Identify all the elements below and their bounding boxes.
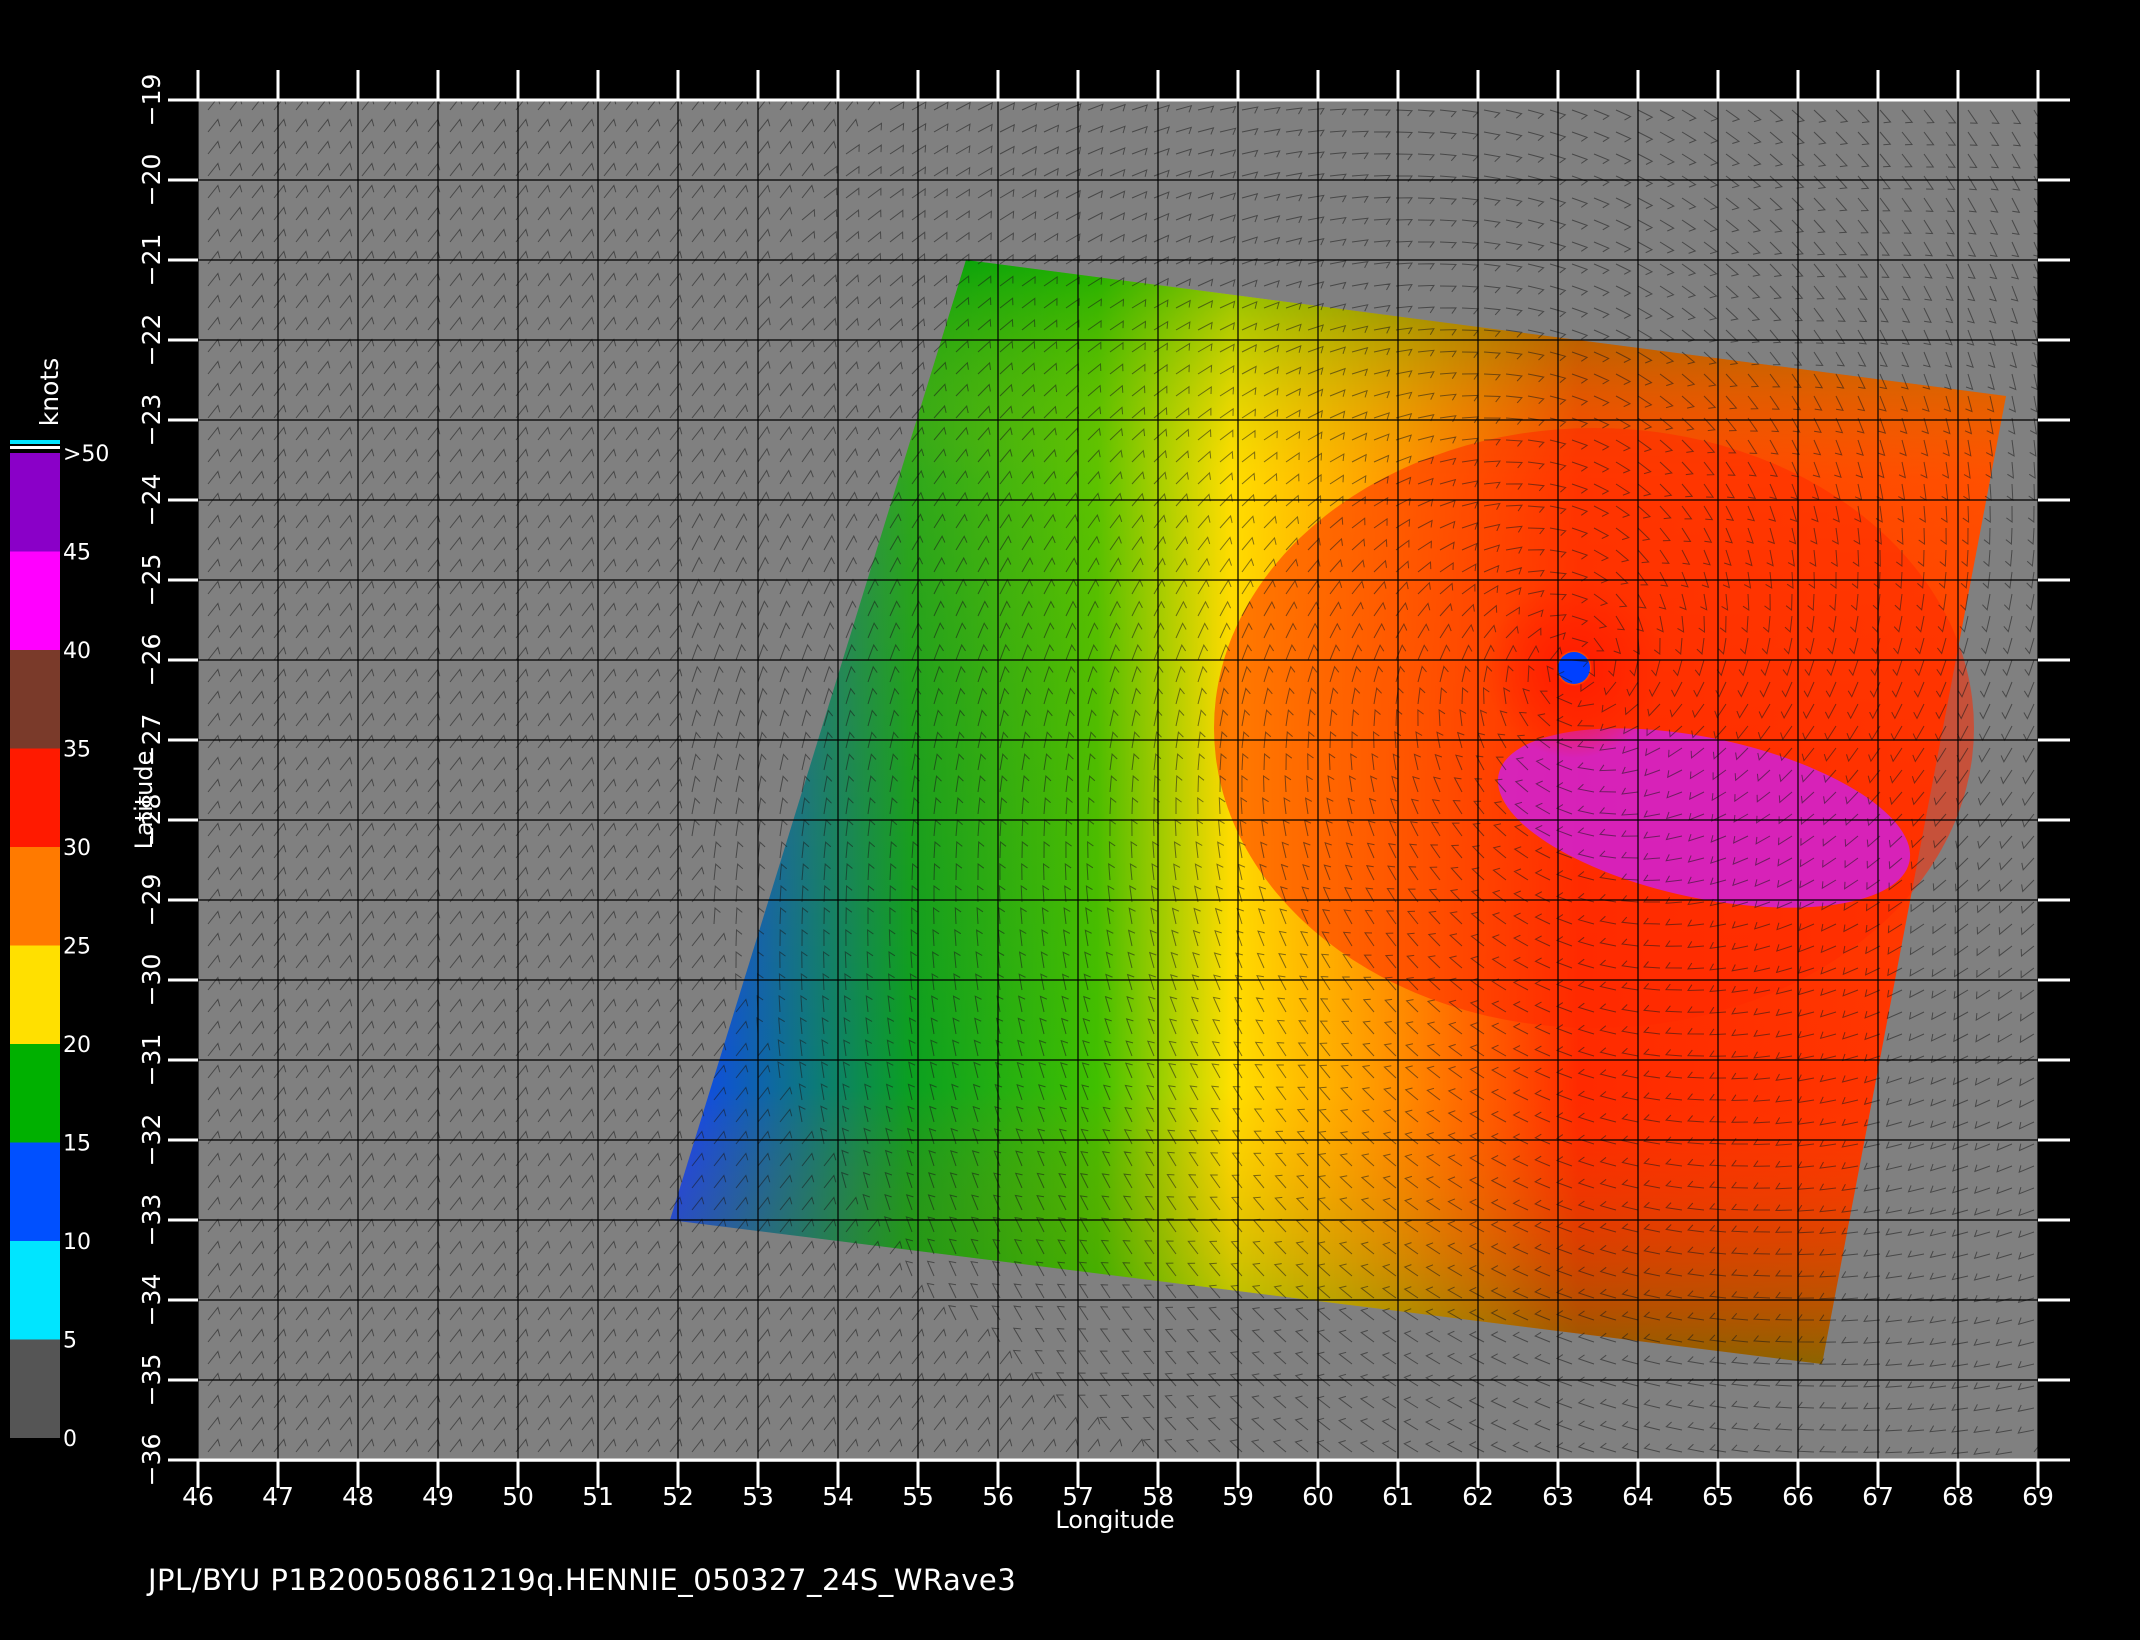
colorbar-band — [10, 650, 60, 749]
lon-tick-label: 62 — [1462, 1482, 1494, 1511]
lat-tick-label: −24 — [137, 474, 166, 527]
lat-tick-label: −36 — [137, 1434, 166, 1487]
lat-tick-label: −23 — [137, 394, 166, 447]
lat-tick-label: −35 — [137, 1354, 166, 1407]
lat-tick-label: −19 — [137, 74, 166, 127]
y-axis-label: Latitude — [130, 751, 158, 850]
colorbar-label: 40 — [63, 639, 91, 664]
colorbar-label: 5 — [63, 1329, 77, 1354]
colorbar-label: 15 — [63, 1132, 91, 1157]
colorbar-label: 10 — [63, 1230, 91, 1255]
colorbar-label: 35 — [63, 738, 91, 763]
lat-tick-label: −32 — [137, 1114, 166, 1167]
lat-tick-label: −33 — [137, 1194, 166, 1247]
lat-tick-label: −22 — [137, 314, 166, 367]
colorbar-band — [10, 1339, 60, 1438]
colorbar-band — [10, 748, 60, 847]
latitude-tick-labels: −19 −20 −21 −22 −23 −24 −25 −26 −27 −28 −29 −30 −31 −… — [137, 74, 166, 1487]
wind-speed-colorbar: >50 45 40 35 30 25 20 15 10 5 0 — [10, 440, 109, 1452]
lon-tick-label: 52 — [662, 1482, 694, 1511]
colorbar-cap — [10, 446, 60, 449]
lon-tick-label: 48 — [342, 1482, 374, 1511]
lat-tick-label: −31 — [137, 1034, 166, 1087]
lon-tick-label: 59 — [1222, 1482, 1254, 1511]
colorbar-label: 20 — [63, 1033, 91, 1058]
lon-tick-label: 54 — [822, 1482, 854, 1511]
lon-tick-label: 47 — [262, 1482, 294, 1511]
colorbar-label: >50 — [63, 442, 109, 467]
wind-barbs — [207, 100, 2038, 1456]
lon-tick-label: 66 — [1782, 1482, 1814, 1511]
source-caption: JPL/BYU P1B20050861219q.HENNIE_050327_24… — [148, 1563, 1017, 1597]
lat-tick-label: −27 — [137, 714, 166, 767]
wind-barb-field — [207, 100, 2038, 1456]
lat-tick-label: −21 — [137, 234, 166, 287]
lat-tick-label: −28 — [137, 794, 166, 847]
lon-tick-label: 46 — [182, 1482, 214, 1511]
lon-tick-label: 49 — [422, 1482, 454, 1511]
colorbar-band — [10, 945, 60, 1044]
lon-tick-label: 51 — [582, 1482, 614, 1511]
lon-tick-label: 53 — [742, 1482, 774, 1511]
lat-tick-label: −34 — [137, 1274, 166, 1327]
lat-tick-label: −20 — [137, 154, 166, 207]
lat-tick-label: −25 — [137, 554, 166, 607]
colorbar-band — [10, 551, 60, 650]
lat-tick-label: −30 — [137, 954, 166, 1007]
colorbar-cap — [10, 440, 60, 444]
lon-tick-label: 50 — [502, 1482, 534, 1511]
lon-tick-label: 65 — [1702, 1482, 1734, 1511]
colorbar-label: 30 — [63, 836, 91, 861]
lon-tick-label: 56 — [982, 1482, 1014, 1511]
colorbar-label: 25 — [63, 935, 91, 960]
colorbar-band — [10, 847, 60, 946]
scatterometer-swath — [670, 260, 2006, 1364]
lon-tick-label: 69 — [2022, 1482, 2054, 1511]
x-axis-label: Longitude — [1055, 1506, 1174, 1534]
lon-tick-label: 58 — [1142, 1482, 1174, 1511]
colorbar-title: knots — [35, 358, 64, 426]
storm-eye-center — [1558, 652, 1590, 684]
colorbar-band — [10, 1241, 60, 1340]
lon-tick-label: 61 — [1382, 1482, 1414, 1511]
lon-tick-label: 64 — [1622, 1482, 1654, 1511]
lon-tick-label: 68 — [1942, 1482, 1974, 1511]
lon-tick-label: 57 — [1062, 1482, 1094, 1511]
lon-tick-label: 67 — [1862, 1482, 1894, 1511]
lon-tick-label: 60 — [1302, 1482, 1334, 1511]
colorbar-band — [10, 453, 60, 552]
lon-tick-label: 55 — [902, 1482, 934, 1511]
colorbar-band — [10, 1142, 60, 1241]
colorbar-label: 45 — [63, 541, 91, 566]
lat-tick-label: −29 — [137, 874, 166, 927]
longitude-tick-labels: 46 47 48 49 50 51 52 53 54 55 56 57 58 59 60 61 62 63 64 65… — [182, 1482, 2054, 1511]
colorbar-band — [10, 1044, 60, 1143]
colorbar-label: 0 — [63, 1427, 77, 1452]
lat-lon-grid — [168, 70, 2070, 1488]
lat-tick-label: −26 — [137, 634, 166, 687]
lon-tick-label: 63 — [1542, 1482, 1574, 1511]
